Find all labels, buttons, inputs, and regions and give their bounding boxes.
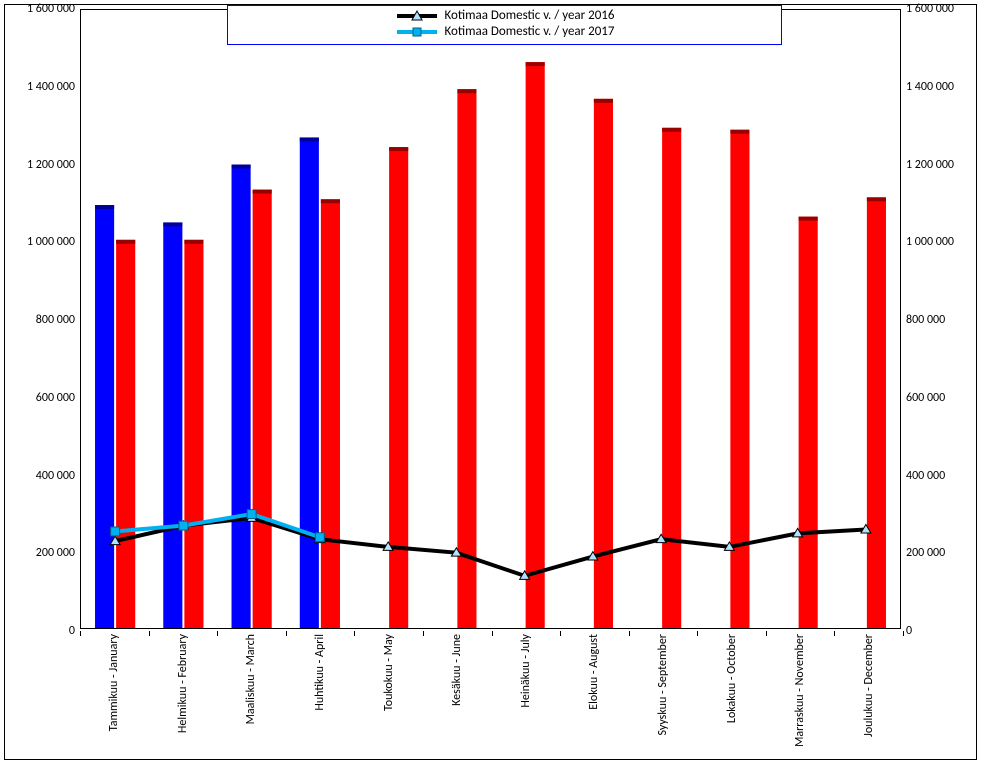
x-minor-tick — [149, 631, 150, 636]
y-tick-left: 400 000 — [5, 470, 75, 482]
y-tick-right: 600 000 — [906, 392, 976, 404]
plot-area — [80, 9, 901, 629]
y-tick-left: 1 200 000 — [5, 159, 75, 171]
x-minor-tick — [560, 631, 561, 636]
legend-row: Kotimaa Domestic v. / year 2017 — [228, 24, 781, 40]
legend-swatch-cyan — [395, 25, 439, 39]
y-tick-right: 400 000 — [906, 470, 976, 482]
x-minor-tick — [217, 631, 218, 636]
legend-row: Kotimaa Domestic v. / year 2016 — [228, 8, 781, 24]
y-tick-left: 0 — [5, 625, 75, 637]
x-tick-label: Huhtikuu - April — [313, 634, 327, 759]
legend-label: Kotimaa Domestic v. / year 2016 — [445, 8, 615, 24]
y-tick-left: 800 000 — [5, 314, 75, 326]
x-minor-tick — [834, 631, 835, 636]
x-tick-label: Heinäkuu - July — [519, 634, 533, 759]
x-tick-label: Elokuu - August — [587, 634, 601, 759]
x-minor-tick — [697, 631, 698, 636]
x-minor-tick — [80, 631, 81, 636]
x-minor-tick — [903, 631, 904, 636]
x-tick-label: Maaliskuu - March — [244, 634, 258, 759]
y-tick-left: 1 600 000 — [5, 3, 75, 15]
x-tick-label: Tammikuu - January — [107, 634, 121, 759]
y-tick-right: 1 200 000 — [906, 159, 976, 171]
legend: Kotimaa Domestic v. / year 2016 Kotimaa … — [227, 5, 782, 45]
x-tick-label: Marraskuu - November — [793, 634, 807, 759]
x-tick-label: Lokakuu - October — [725, 634, 739, 759]
x-tick-label: Joulukuu - December — [862, 634, 876, 759]
x-tick-label: Kesäkuu - June — [450, 634, 464, 759]
y-tick-right: 200 000 — [906, 547, 976, 559]
y-tick-right: 1 600 000 — [906, 3, 976, 15]
y-tick-left: 1 000 000 — [5, 236, 75, 248]
y-tick-right: 800 000 — [906, 314, 976, 326]
x-minor-tick — [354, 631, 355, 636]
x-minor-tick — [423, 631, 424, 636]
x-minor-tick — [286, 631, 287, 636]
x-tick-label: Helmikuu - February — [176, 634, 190, 759]
y-tick-left: 600 000 — [5, 392, 75, 404]
x-tick-label: Toukokuu - May — [382, 634, 396, 759]
legend-swatch-black — [395, 9, 439, 23]
x-minor-tick — [629, 631, 630, 636]
x-minor-tick — [766, 631, 767, 636]
x-minor-tick — [492, 631, 493, 636]
chart-frame: Kotimaa Domestic v. / year 2016 Kotimaa … — [4, 4, 977, 760]
y-tick-left: 200 000 — [5, 547, 75, 559]
y-tick-right: 1 400 000 — [906, 81, 976, 93]
plot-svg — [81, 10, 900, 628]
x-tick-label: Syyskuu - September — [656, 634, 670, 759]
y-tick-right: 1 000 000 — [906, 236, 976, 248]
legend-label: Kotimaa Domestic v. / year 2017 — [445, 24, 615, 40]
y-tick-left: 1 400 000 — [5, 81, 75, 93]
y-tick-right: 0 — [906, 625, 976, 637]
